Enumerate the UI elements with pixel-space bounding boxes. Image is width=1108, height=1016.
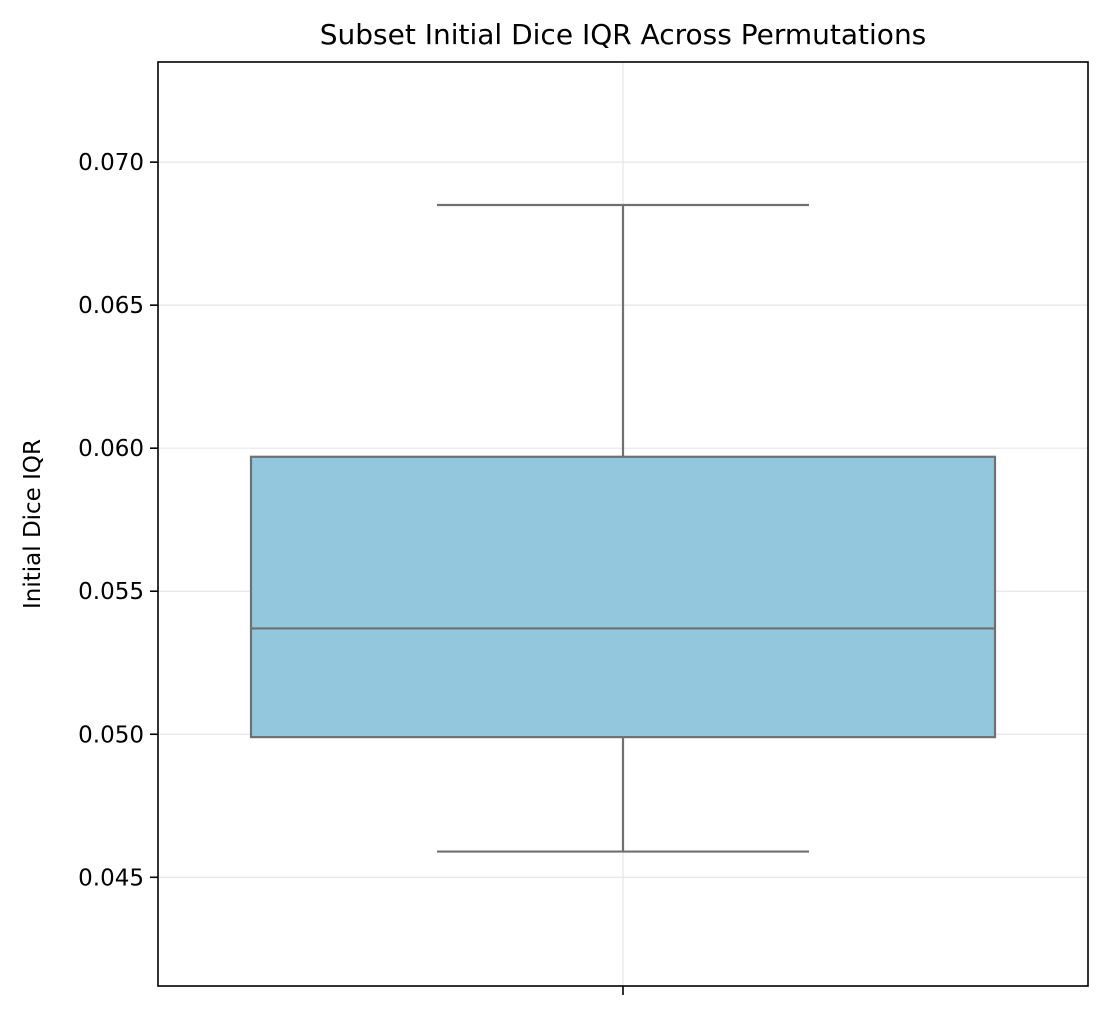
y-axis-label: Initial Dice IQR (20, 439, 46, 609)
y-tick-label: 0.070 (78, 150, 144, 176)
y-axis-ticks: 0.045 0.050 0.055 0.060 0.065 0.070 (78, 150, 158, 891)
y-tick-label: 0.045 (78, 865, 144, 891)
y-tick-label: 0.065 (78, 293, 144, 319)
y-tick-label: 0.050 (78, 722, 144, 748)
y-tick-label: 0.055 (78, 579, 144, 605)
box-plot-marks (249, 203, 997, 853)
y-tick-label: 0.060 (78, 436, 144, 462)
iqr-box (249, 455, 997, 739)
chart-title: Subset Initial Dice IQR Across Permutati… (320, 18, 927, 51)
